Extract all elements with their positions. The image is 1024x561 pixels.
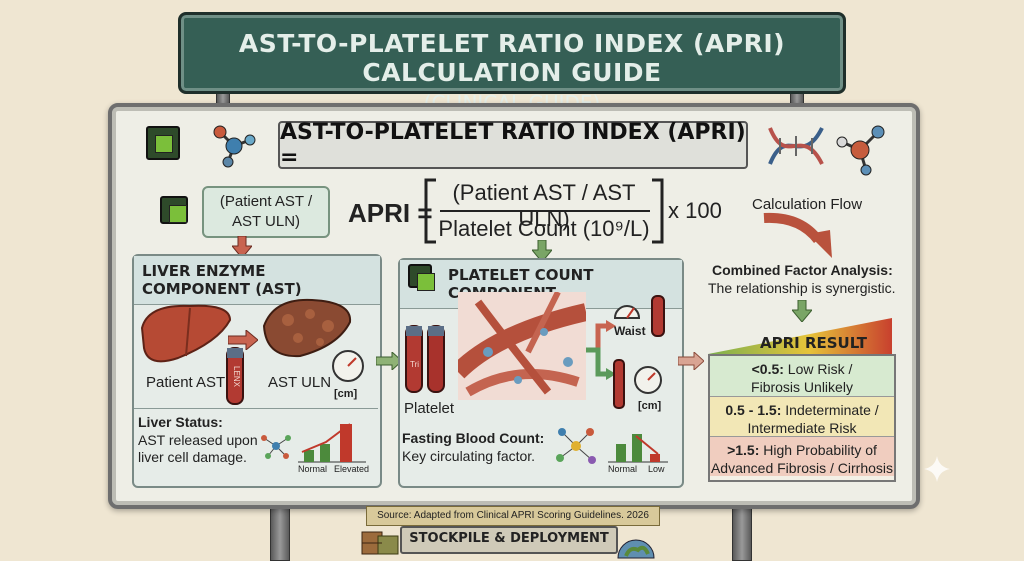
test-tube-icon [226,347,244,405]
result-row-high-text2: Advanced Fibrosis / Cirrhosis [710,460,894,476]
fraction-bar [440,210,650,212]
damaged-liver-icon [262,298,352,358]
result-row-mid: 0.5 - 1.5: Indeterminate / Intermediate … [710,396,894,436]
liver-icon [140,304,232,363]
elevated-chart-icon [298,423,366,463]
result-row-low: <0.5: Low Risk / Fibrosis Unlikely [710,356,894,396]
chart-label-elevated: Elevated [334,464,370,474]
result-table: <0.5: Low Risk / Fibrosis Unlikely 0.5 -… [708,354,896,482]
result-row-mid-text: Indeterminate / [781,402,879,418]
result-title: APRI RESULT [760,334,868,352]
formula-heading: AST-TO-PLATELET RATIO INDEX (APRI) = [278,120,748,170]
network-icon-2 [556,428,596,464]
test-tube-icon-right [651,295,665,337]
label-patient-ast: Patient AST [146,374,226,391]
title-sign: AST-TO-PLATELET RATIO INDEX (APRI) CALCU… [178,12,846,115]
test-tube-pair-icon [405,325,445,393]
waist-label: Waist [614,324,646,338]
platelet-gauge-label: [cm] [638,400,662,412]
liver-status-text: AST released upon liver cell damage. [138,432,258,465]
arrow-down-icon-mid [532,240,552,262]
calculation-flow-label: Calculation Flow [752,196,863,213]
chart-label-normal-2: Normal [608,464,638,474]
low-chart-icon [608,434,668,463]
tube-label: LENX [231,366,241,387]
globe-icon [617,539,655,559]
result-gradient-header [708,318,892,354]
arrow-down-icon-result [792,300,812,322]
test-tube-icon-small [613,359,625,409]
stockpile-deployment-button[interactable]: STOCKPILE & DEPLOYMENT [400,526,618,554]
page-title: AST-TO-PLATELET RATIO INDEX (APRI) CALCU… [238,29,786,87]
analysis-title: Combined Factor Analysis: [712,262,893,278]
sparkle-icon [924,456,950,482]
result-row-low-text2: Fibrosis Unlikely [751,379,853,395]
platelet-status-text: Key circulating factor. [402,448,536,464]
result-row-mid-range: 0.5 - 1.5: [725,402,782,418]
crates-icon [361,531,399,555]
result-row-high-range: >1.5: [727,442,760,458]
platelet-status-title: Fasting Blood Count: [402,430,545,446]
liver-status-title: Liver Status: [138,414,223,430]
arrow-right-icon [228,330,258,350]
ast-note-box: (Patient AST / AST ULN) [202,186,330,238]
dna-icon [768,127,824,165]
gauge-label: [cm] [334,388,358,400]
molecule-icon-right [836,125,885,176]
board-post-left [270,500,290,561]
platelet-tube-label: Tri [410,360,420,369]
gauge-icon [332,350,364,382]
formula-lhs: APRI = [348,198,433,228]
arrow-right-icon-3 [678,352,704,370]
liver-divider [134,408,378,409]
molecule-icon [213,125,256,168]
chip-icon-formula [160,196,188,224]
chip-icon-platelet [408,264,435,291]
gauge-icon-top [613,305,641,319]
analysis-text: The relationship is synergistic. [708,280,896,296]
flow-arrow-icon [763,212,832,258]
chart-label-low: Low [648,464,665,474]
result-row-high: >1.5: High Probability of Advanced Fibro… [710,436,894,476]
source-note: Source: Adapted from Clinical APRI Scori… [366,506,660,539]
result-row-high-text: High Probability of [759,442,877,458]
label-ast-uln: AST ULN [268,374,332,391]
blood-vessel-icon [458,292,586,400]
chip-icon [146,126,180,160]
label-platelet: Platelet [404,400,455,417]
arrow-down-icon [232,236,252,258]
formula-denominator: Platelet Count (10⁹/L) [438,216,650,241]
bracket-right [652,178,664,244]
result-row-low-text: Low Risk / [783,361,853,377]
chart-label-normal: Normal [298,464,328,474]
bracket-left [424,178,436,244]
arrow-right-icon-2 [376,352,402,370]
branch-arrows-icon [586,320,616,380]
network-icon [261,435,291,459]
gauge-icon-bottom [634,366,662,394]
result-row-low-range: <0.5: [751,361,784,377]
liver-panel-title: LIVER ENZYME COMPONENT (AST) [134,256,380,305]
result-row-mid-text2: Intermediate Risk [747,420,857,436]
board-post-right [732,500,752,561]
formula-multiplier: x 100 [668,198,722,223]
